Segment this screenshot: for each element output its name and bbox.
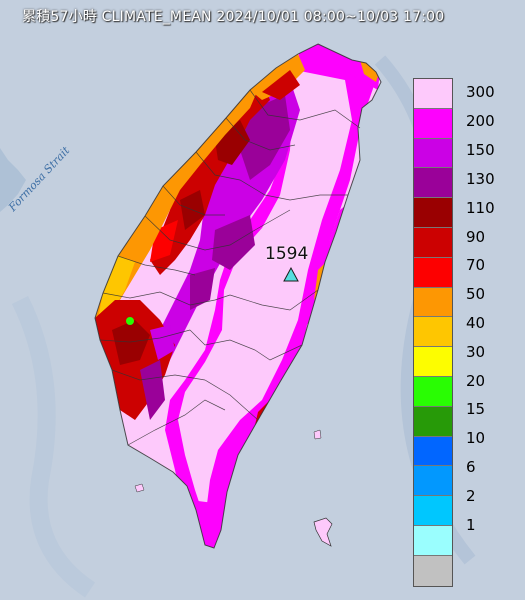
legend-swatch — [414, 198, 452, 228]
county-borders — [94, 43, 382, 549]
legend-label: 300 — [466, 83, 495, 102]
legend-swatch — [414, 406, 452, 437]
lanyu-island — [313, 517, 333, 547]
legend-label: 70 — [466, 256, 486, 275]
legend-swatch — [414, 227, 452, 258]
legend-swatch — [414, 168, 452, 199]
legend-colorbar — [413, 78, 453, 587]
legend-swatch — [414, 376, 452, 407]
legend-swatch — [414, 525, 452, 556]
legend-label: 150 — [466, 141, 495, 160]
legend-swatch — [414, 317, 452, 348]
legend-swatch — [414, 466, 452, 497]
max-rainfall-value: 1594 — [265, 244, 309, 264]
xiaoliuqiu-island — [134, 483, 145, 493]
legend-swatch — [414, 79, 452, 109]
legend-swatch — [414, 108, 452, 139]
legend-swatch — [414, 287, 452, 318]
triangle-marker-icon — [283, 266, 299, 282]
legend-labels: 300 200 150 130 110 90 70 50 40 30 20 15 10 6 2 1 — [466, 78, 516, 568]
legend-label: 2 — [466, 486, 476, 505]
legend-swatch — [414, 555, 452, 586]
legend-swatch — [414, 496, 452, 526]
china-coast — [0, 148, 26, 212]
legend-label: 30 — [466, 342, 486, 361]
legend-swatch — [414, 436, 452, 467]
legend-label: 110 — [466, 198, 495, 217]
legend-label: 90 — [466, 227, 486, 246]
legend-label: 15 — [466, 400, 486, 419]
legend-swatch — [414, 138, 452, 169]
legend-label: 20 — [466, 371, 486, 390]
legend-swatch — [414, 347, 452, 377]
green-island — [313, 429, 322, 440]
map-title: 累積57小時 CLIMATE_MEAN 2024/10/01 08:00~10/… — [22, 9, 445, 25]
legend-label: 200 — [466, 112, 495, 131]
legend-label: 40 — [466, 314, 486, 332]
legend-label: 1 — [466, 515, 476, 534]
legend-label: 130 — [466, 169, 495, 188]
legend-label: 50 — [466, 285, 486, 304]
legend-swatch — [414, 257, 452, 288]
legend-label: 6 — [466, 458, 476, 477]
legend-label: 10 — [466, 429, 486, 448]
